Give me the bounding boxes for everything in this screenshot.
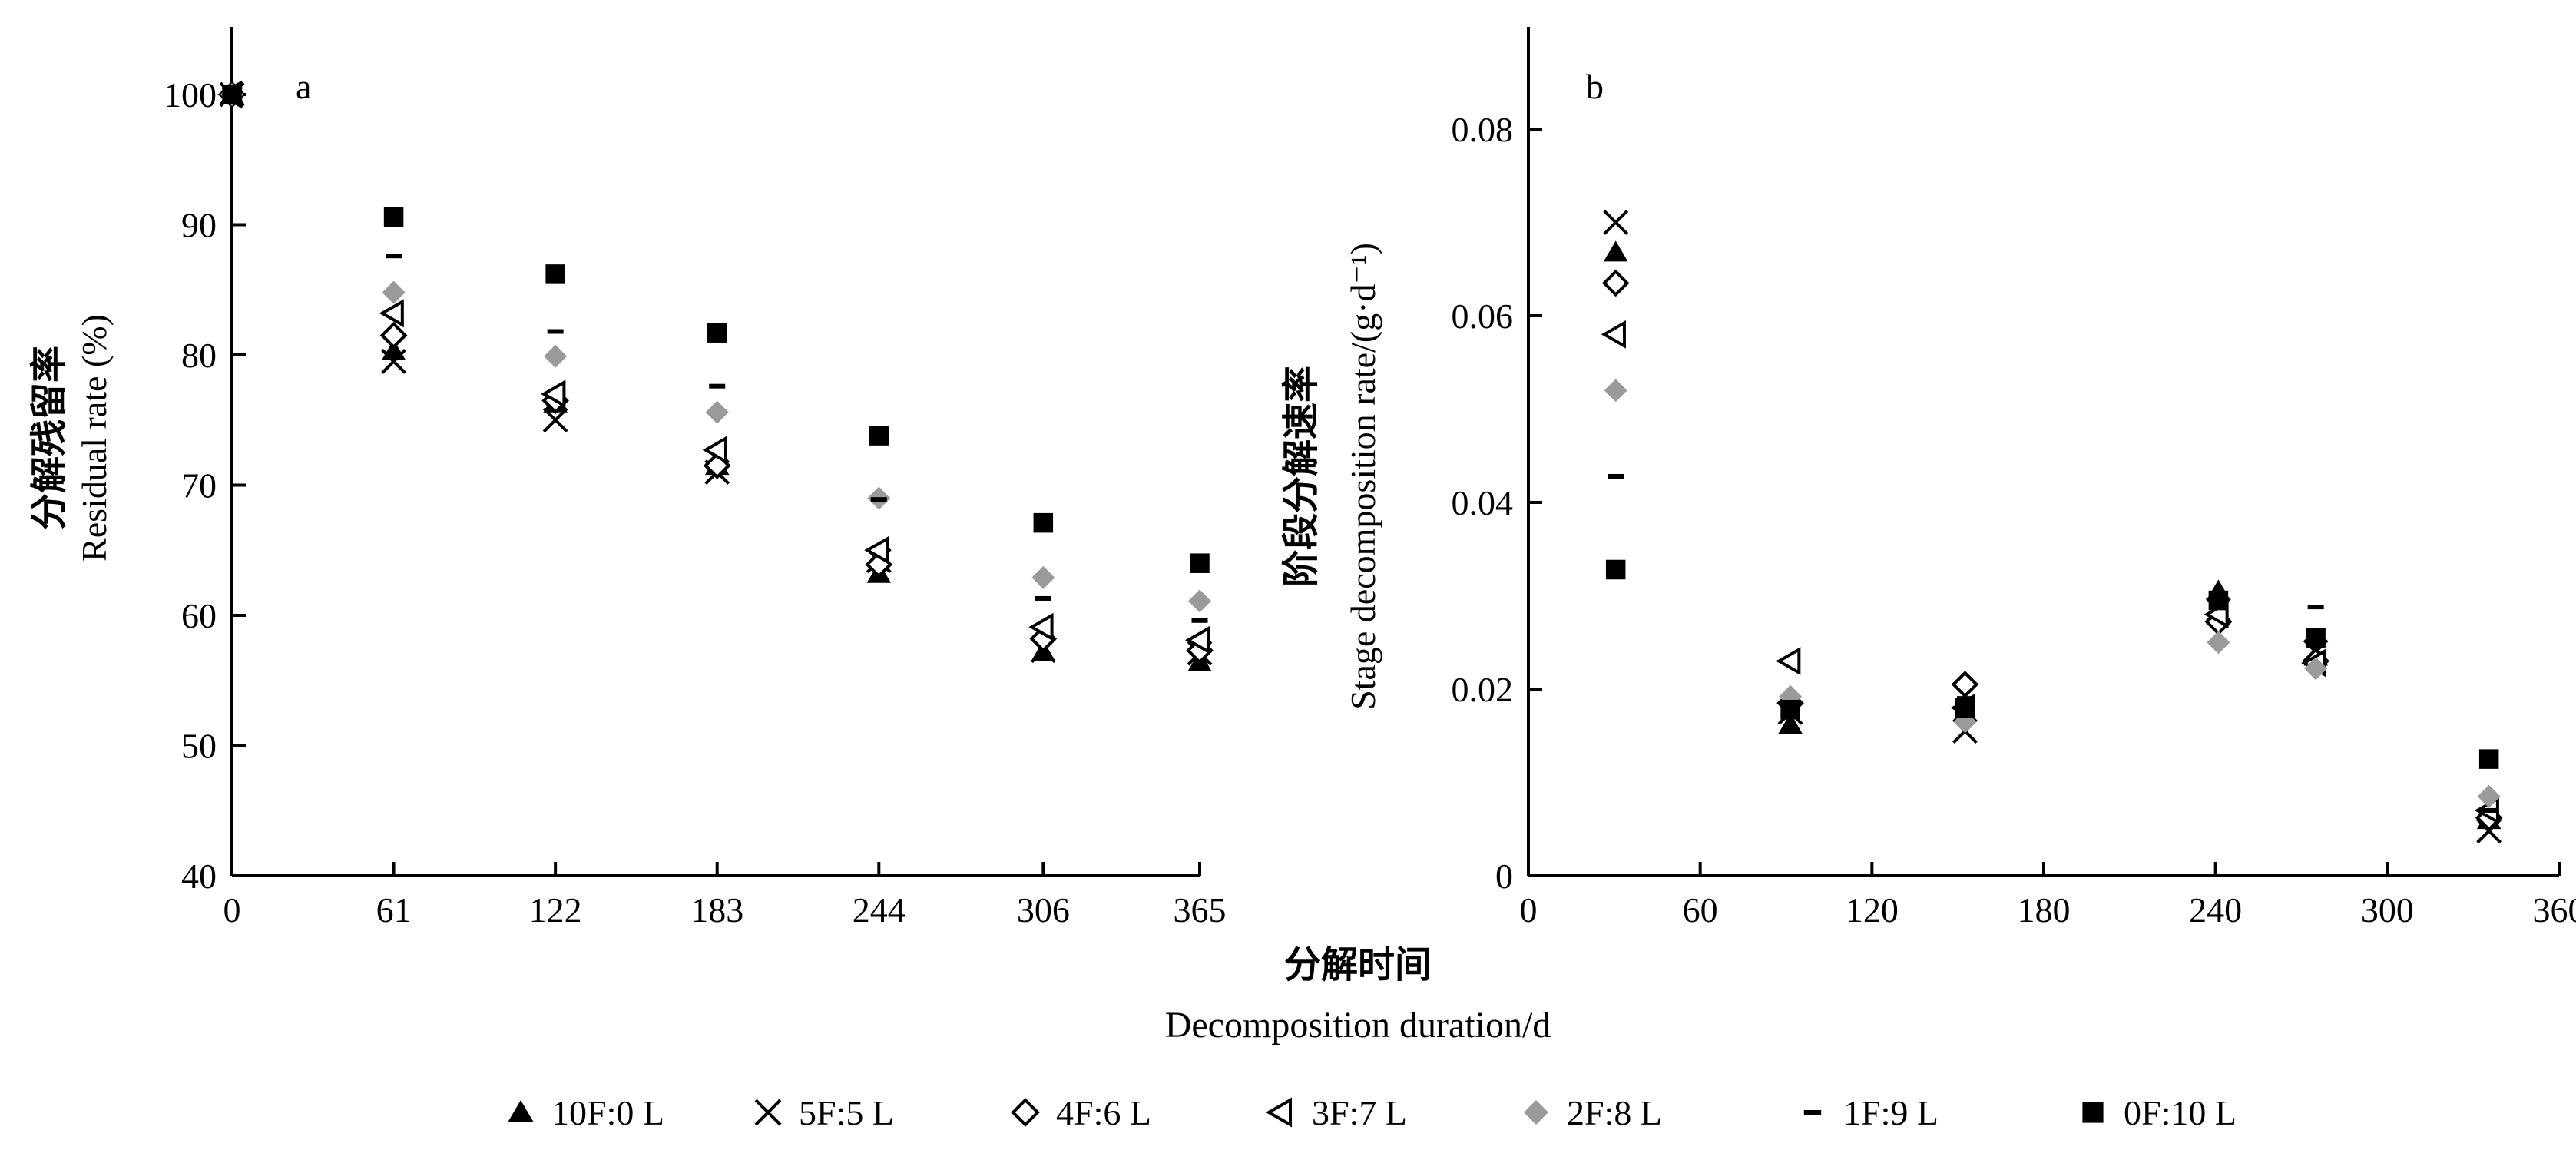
y-tick-label: 50 — [181, 727, 217, 766]
y-axis-title-cn: 分解残留率 — [29, 346, 70, 530]
x-tick-label: 183 — [690, 890, 743, 930]
data-point — [544, 344, 568, 368]
data-point — [1603, 210, 1629, 235]
x-tick-label: 122 — [529, 890, 582, 930]
legend-marker — [508, 1100, 534, 1122]
data-point — [2477, 784, 2501, 808]
legend-label: 1F:9 L — [1843, 1093, 1939, 1132]
data-point — [2304, 657, 2328, 681]
y-tick-label: 0.02 — [1452, 670, 1514, 709]
y-tick-label: 70 — [181, 466, 217, 505]
y-tick-label: 80 — [181, 336, 217, 375]
data-point — [1190, 553, 1210, 573]
legend-label: 2F:8 L — [1567, 1093, 1662, 1132]
data-point — [1033, 512, 1054, 533]
data-point — [381, 349, 406, 374]
y-tick-label: 0.06 — [1452, 297, 1514, 336]
data-point — [1603, 240, 1628, 262]
data-point — [1028, 612, 1054, 641]
x-tick-label: 244 — [853, 890, 906, 930]
x-axis-title-en: Decomposition duration/d — [1165, 1005, 1551, 1046]
legend-label: 10F:0 L — [551, 1093, 664, 1132]
x-tick-label: 300 — [2361, 890, 2414, 930]
data-point — [547, 329, 564, 334]
panel-label: a — [296, 67, 311, 106]
data-point — [705, 400, 729, 424]
y-axis-title-cn: 阶段分解速率 — [1281, 366, 1322, 587]
y-tick-label: 60 — [181, 596, 217, 635]
data-point — [1605, 559, 1626, 580]
data-point — [1184, 625, 1210, 655]
legend-label: 5F:5 L — [799, 1093, 894, 1132]
data-point — [1188, 589, 1211, 613]
x-tick-label: 306 — [1017, 890, 1070, 930]
x-tick-label: 120 — [1846, 890, 1899, 930]
data-point — [1778, 713, 1803, 734]
x-tick-label: 0 — [1520, 890, 1538, 930]
data-point — [1955, 698, 1975, 718]
data-point — [2208, 590, 2229, 611]
data-point — [1780, 699, 1800, 720]
panel-a-chart: 0 61 122 183 244 306 365 40 50 60 70 80 90 100 a 分解残留率 R… — [29, 27, 1227, 930]
data-point — [222, 85, 242, 104]
x-axis-title-cn: 分解时间 — [1284, 945, 1432, 986]
y-tick-label: 0.08 — [1452, 110, 1514, 149]
x-tick-label: 60 — [1683, 890, 1718, 930]
data-point — [1601, 320, 1626, 349]
legend: 10F:0 L 5F:5 L 4F:6 L 3F:7 L 2F:8 L 1F:9 L 0F:… — [508, 1093, 2237, 1132]
data-point — [379, 321, 408, 350]
y-tick-label: 100 — [164, 75, 217, 114]
legend-marker — [2082, 1102, 2104, 1123]
x-tick-label: 240 — [2189, 890, 2242, 930]
data-point — [1951, 671, 1979, 698]
y-tick-label: 40 — [181, 857, 217, 896]
y-tick-label: 0 — [1495, 857, 1513, 896]
data-point — [1191, 618, 1208, 623]
legend-label: 3F:7 L — [1312, 1093, 1407, 1132]
y-tick-label: 90 — [181, 206, 217, 245]
data-point — [1601, 269, 1630, 297]
legend-marker — [1803, 1110, 1822, 1115]
data-point — [383, 207, 404, 227]
legend-marker — [1265, 1097, 1292, 1128]
panel-b-chart: 0 60 120 180 240 300 360 0 0.02 0.04 0.06 0.08 b 阶段分解… — [1281, 27, 2576, 930]
data-point — [2207, 631, 2230, 655]
data-point — [869, 426, 889, 446]
data-point — [1776, 647, 1801, 675]
data-point — [1031, 565, 1055, 589]
data-point — [379, 299, 404, 328]
y-axis-title-en: Stage decomposition rate/(g·d⁻¹) — [1343, 243, 1382, 710]
x-tick-label: 180 — [2018, 890, 2071, 930]
data-point — [541, 379, 566, 409]
legend-label: 0F:10 L — [2124, 1093, 2237, 1132]
data-point — [1608, 473, 1624, 479]
data-point — [542, 407, 568, 433]
legend-label: 4F:6 L — [1056, 1093, 1151, 1132]
legend-marker — [1011, 1098, 1040, 1127]
data-point — [386, 254, 402, 259]
data-point — [382, 280, 406, 304]
panel-label: b — [1586, 67, 1604, 106]
data-point — [702, 436, 727, 465]
data-point — [2481, 807, 2498, 813]
data-point — [1604, 379, 1627, 403]
y-axis-title-en: Residual rate (%) — [74, 314, 114, 562]
data-point — [2306, 628, 2326, 648]
data-point — [709, 383, 726, 389]
data-point — [2307, 605, 2324, 610]
legend-marker — [754, 1099, 782, 1126]
y-tick-label: 0.04 — [1452, 483, 1514, 522]
legend-marker — [1524, 1100, 1548, 1125]
x-tick-label: 360 — [2533, 890, 2576, 930]
data-point — [545, 264, 565, 284]
data-point — [2478, 749, 2499, 769]
data-point — [864, 535, 889, 565]
x-tick-label: 0 — [223, 890, 241, 930]
x-tick-label: 365 — [1174, 890, 1227, 930]
data-point — [707, 323, 727, 343]
x-tick-label: 61 — [376, 890, 412, 930]
data-point — [870, 497, 887, 502]
data-point — [1035, 595, 1051, 601]
